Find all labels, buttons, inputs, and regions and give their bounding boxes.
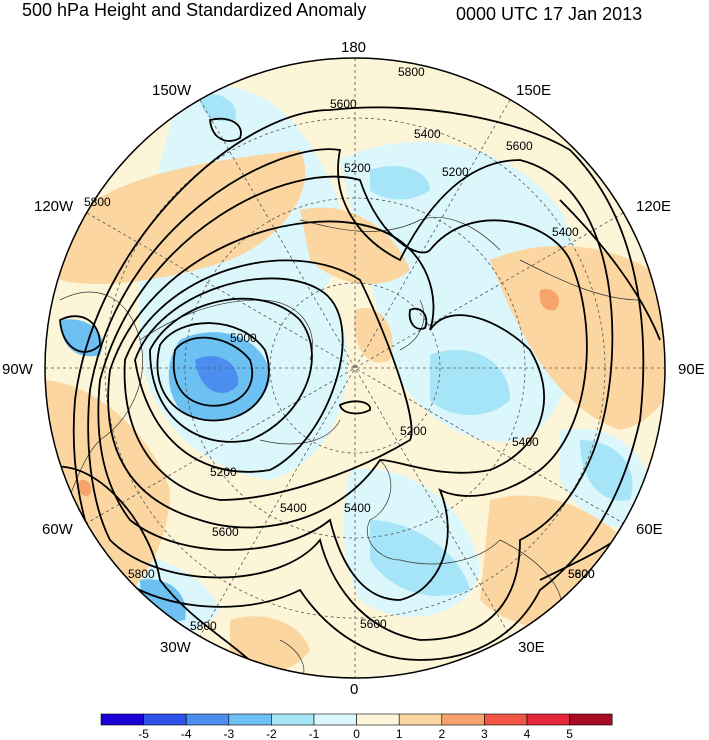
lon-label-120e: 120E bbox=[636, 198, 671, 215]
contour-label: 5600 bbox=[330, 97, 357, 111]
contour-label: 5800 bbox=[84, 195, 111, 209]
contour-label: 5400 bbox=[414, 127, 441, 141]
colorbar-swatch bbox=[484, 713, 528, 726]
contour-label: 5400 bbox=[280, 501, 307, 515]
colorbar-tick-label: 2 bbox=[438, 727, 445, 740]
colorbar-swatch bbox=[526, 713, 570, 726]
colorbar-swatch bbox=[313, 713, 357, 726]
contour-label: 5600 bbox=[360, 617, 387, 631]
contour-label: 5800 bbox=[398, 65, 425, 79]
lon-label-30e: 30E bbox=[518, 639, 545, 656]
colorbar-tick-label: -4 bbox=[181, 727, 192, 740]
contour-label: 5200 bbox=[344, 161, 371, 175]
colorbar-swatch bbox=[569, 713, 613, 726]
valid-time: 0000 UTC 17 Jan 2013 bbox=[456, 4, 643, 24]
contour-label: 5800 bbox=[568, 567, 595, 581]
contour-label: 5600 bbox=[212, 525, 239, 539]
map-title: 500 hPa Height and Standardized Anomaly bbox=[22, 0, 367, 20]
contour-labels: 5800 5600 5400 5600 5200 5200 5400 5000 … bbox=[84, 65, 595, 633]
colorbar-tick-label: -1 bbox=[309, 727, 320, 740]
contour-label: 5400 bbox=[552, 225, 579, 239]
colorbar-tick-label: 0 bbox=[353, 727, 360, 740]
contour-label: 5600 bbox=[506, 139, 533, 153]
colorbar-swatch bbox=[356, 713, 400, 726]
contour-label: 5800 bbox=[190, 619, 217, 633]
contour-label: 5800 bbox=[128, 567, 155, 581]
lon-label-60e: 60E bbox=[636, 521, 663, 538]
colorbar-tick-label: -2 bbox=[266, 727, 277, 740]
colorbar-tick-label: -3 bbox=[223, 727, 234, 740]
colorbar: -5 -4 -3 -2 -1 0 1 2 3 4 5 bbox=[100, 713, 613, 740]
colorbar-tick-label: 3 bbox=[481, 727, 488, 740]
height-contours bbox=[45, 106, 661, 671]
colorbar-swatch bbox=[100, 713, 144, 726]
contour-label: 5400 bbox=[344, 501, 371, 515]
lon-label-180: 180 bbox=[341, 39, 366, 56]
lon-label-150e: 150E bbox=[516, 82, 551, 99]
lon-label-90w: 90W bbox=[2, 361, 34, 378]
lon-label-0: 0 bbox=[350, 681, 358, 698]
colorbar-tick-label: 5 bbox=[566, 727, 573, 740]
lon-label-30w: 30W bbox=[160, 639, 192, 656]
colorbar-swatch bbox=[185, 713, 230, 726]
contour-label: 5600 bbox=[568, 567, 595, 581]
contour-label: 5200 bbox=[210, 465, 237, 479]
colorbar-swatch bbox=[143, 713, 187, 726]
map-boundary bbox=[44, 57, 666, 679]
colorbar-swatch bbox=[398, 713, 443, 726]
contour-label: 5400 bbox=[512, 435, 539, 449]
colorbar-tick-label: -5 bbox=[138, 727, 149, 740]
lon-label-120w: 120W bbox=[34, 198, 74, 215]
lon-label-90e: 90E bbox=[678, 361, 705, 378]
lon-label-150w: 150W bbox=[152, 82, 192, 99]
longitude-labels: 180 0 90W 90E 150W 150E 120W 120E 60W 60… bbox=[2, 39, 705, 698]
contour-label: 5200 bbox=[442, 165, 469, 179]
colorbar-swatch bbox=[441, 713, 485, 726]
contour-label: 5000 bbox=[230, 331, 257, 345]
colorbar-swatch bbox=[228, 713, 272, 726]
graticule bbox=[45, 58, 665, 678]
contour-label: 5200 bbox=[400, 424, 427, 438]
colorbar-tick-label: 1 bbox=[396, 727, 403, 740]
colorbar-swatch bbox=[271, 713, 315, 726]
lon-label-60w: 60W bbox=[42, 521, 74, 538]
colorbar-tick-label: 4 bbox=[524, 727, 531, 740]
